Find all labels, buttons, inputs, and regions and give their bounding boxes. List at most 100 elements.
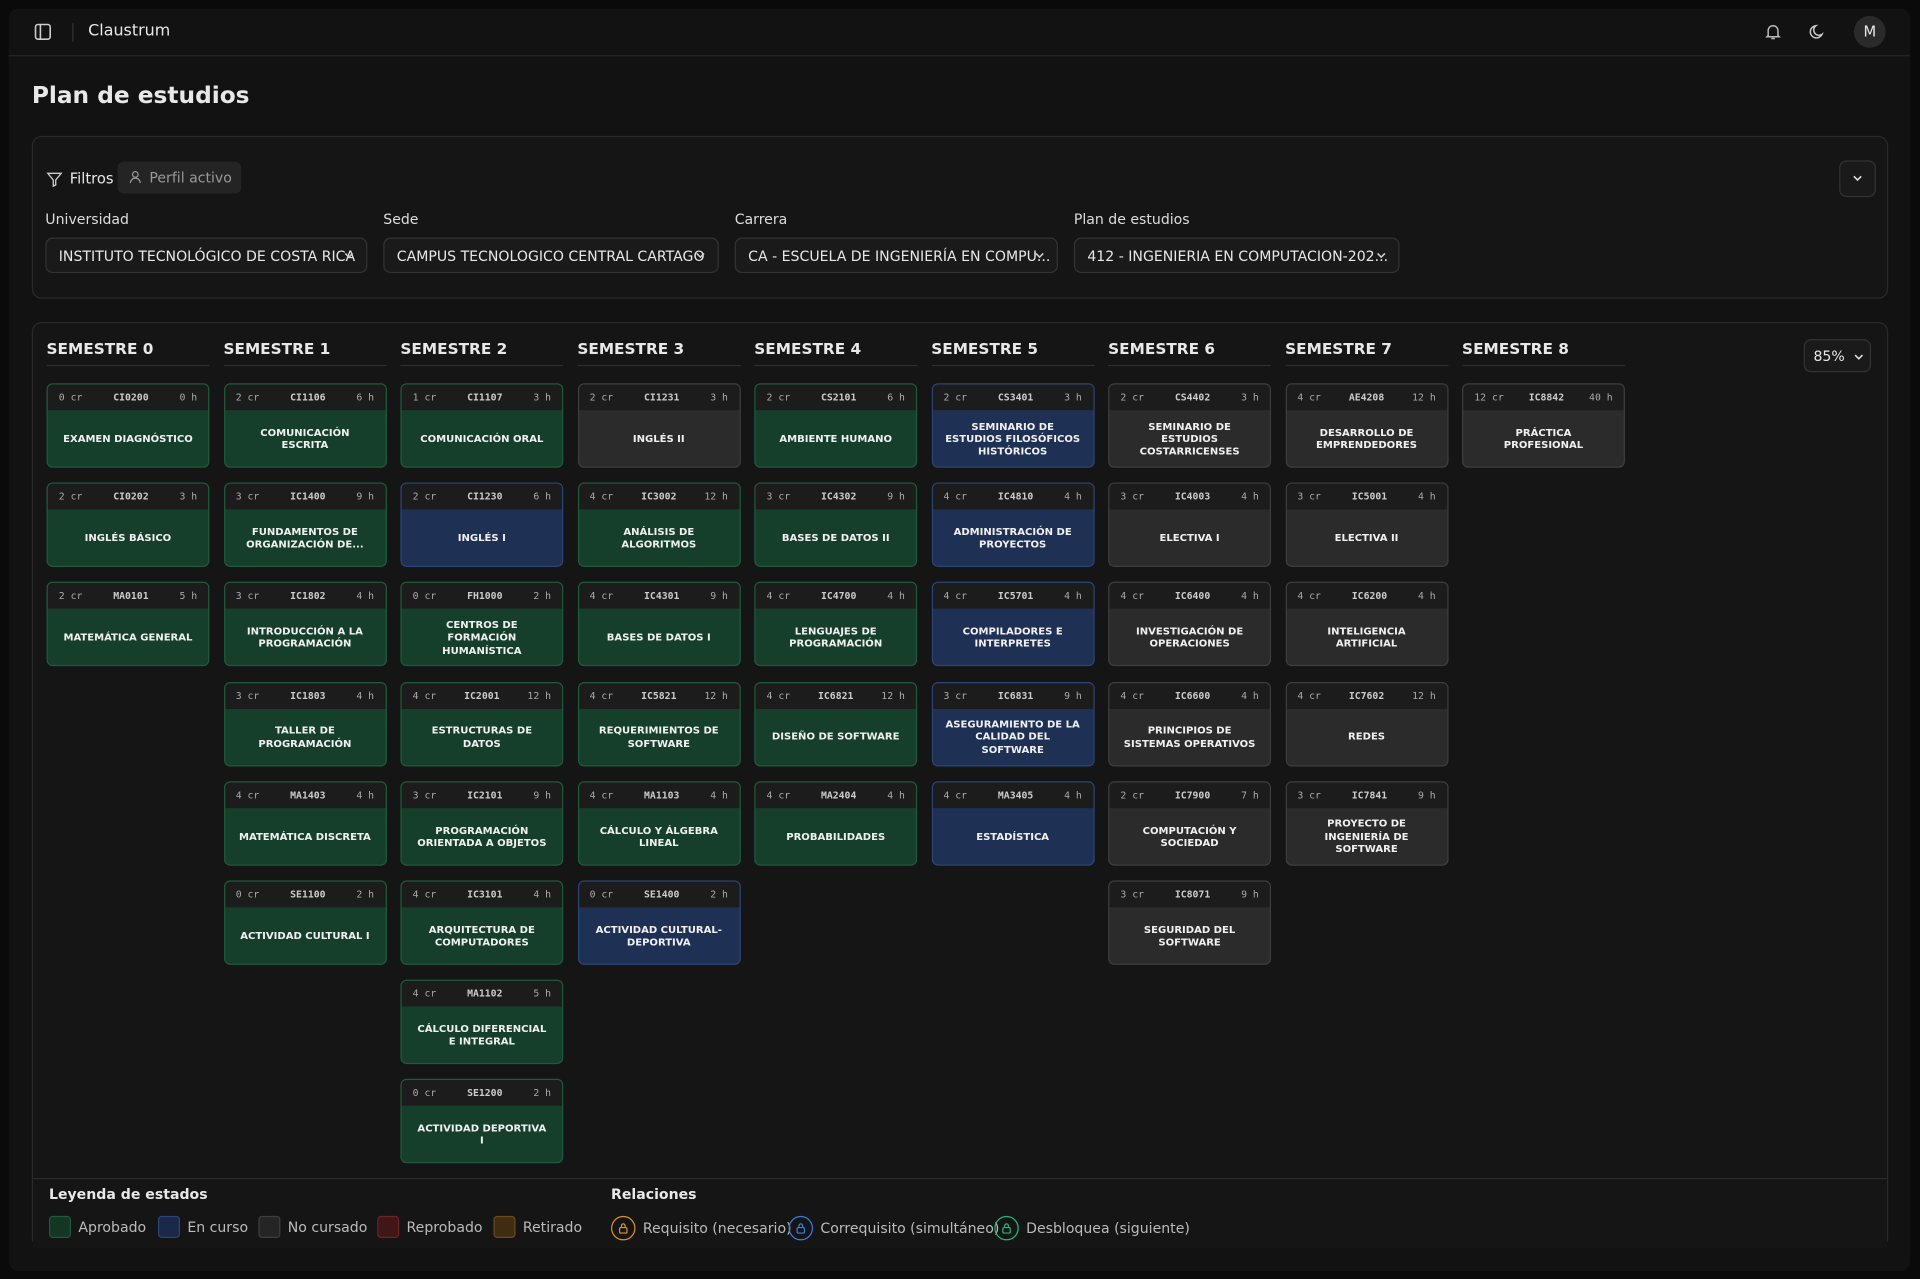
course-code: MA0101	[113, 590, 149, 602]
course-card[interactable]: 3 cr IC4003 4 h ELECTIVA I	[1108, 482, 1272, 568]
app-window: Claustrum M Plan de estudios Filtros Per…	[8, 8, 1911, 1272]
course-card[interactable]: 2 cr MA0101 5 h MATEMÁTICA GENERAL	[46, 582, 210, 667]
course-card[interactable]: 12 cr IC8842 40 h PRÁCTICA PROFESIONAL	[1462, 383, 1625, 468]
zoom-select[interactable]: 85%	[1803, 339, 1872, 373]
course-card[interactable]: 4 cr IC7602 12 h REDES	[1285, 681, 1448, 767]
notifications-button[interactable]	[1764, 23, 1781, 40]
course-meta: 12 cr IC8842 40 h	[1463, 384, 1624, 411]
course-name: REDES	[1348, 730, 1386, 743]
course-credits: 0 cr	[235, 888, 260, 901]
course-hours: 4 h	[1064, 789, 1082, 801]
sidebar-toggle[interactable]	[34, 23, 52, 40]
course-meta: 3 cr IC2101 9 h	[401, 782, 563, 808]
course-card[interactable]: 2 cr CS3401 3 h SEMINARIO DE ESTUDIOS FILOS…	[931, 383, 1095, 468]
theme-toggle[interactable]	[1809, 23, 1826, 40]
course-card[interactable]: 4 cr IC3101 4 h ARQUITECTURA DE COMPUTADORE…	[400, 880, 564, 965]
course-name: FUNDAMENTOS DE ORGANIZACIÓN DE...	[246, 525, 364, 551]
course-card[interactable]: 4 cr MA1102 5 h CÁLCULO DIFERENCIAL E INTEG…	[400, 979, 564, 1065]
course-meta: 2 cr CS3401 3 h	[932, 384, 1093, 411]
filter-value: CAMPUS TECNOLOGICO CENTRAL CARTAGO	[396, 247, 705, 265]
course-hours: 3 h	[533, 391, 552, 403]
course-card[interactable]: 3 cr IC6831 9 h ASEGURAMIENTO DE LA CALIDAD…	[931, 681, 1095, 767]
course-card[interactable]: 2 cr CI1230 6 h INGLÉS I	[400, 482, 564, 568]
course-card[interactable]: 4 cr MA3405 4 h ESTADÍSTICA	[931, 780, 1095, 866]
semester-title: SEMESTRE 0	[46, 339, 210, 367]
course-card[interactable]: 4 cr IC2001 12 h ESTRUCTURAS DE DATOS	[400, 681, 564, 767]
course-card[interactable]: 2 cr CI1106 6 h COMUNICACIÓN ESCRITA	[223, 383, 387, 468]
course-card[interactable]: 4 cr IC5821 12 h REQUERIMIENTOS DE SOFTWARE	[577, 681, 741, 767]
course-name: MATEMÁTICA DISCRETA	[238, 829, 371, 843]
course-card[interactable]: 2 cr CI1231 3 h INGLÉS II	[577, 383, 741, 468]
course-card[interactable]: 4 cr IC6821 12 h DISEÑO DE SOFTWARE	[754, 681, 918, 767]
course-card[interactable]: 0 cr CI0200 0 h EXAMEN DIAGNÓSTICO	[46, 383, 210, 468]
course-credits: 4 cr	[412, 888, 437, 901]
filter-select[interactable]: 412 - INGENIERIA EN COMPUTACION-202...	[1073, 237, 1400, 274]
course-name: CÁLCULO Y ÁLGEBRA LINEAL	[599, 823, 718, 849]
course-hours: 4 h	[1241, 491, 1259, 503]
course-card[interactable]: 3 cr IC4302 9 h BASES DE DATOS II	[754, 482, 918, 568]
course-card[interactable]: 4 cr MA1103 4 h CÁLCULO Y ÁLGEBRA LINEAL	[577, 780, 741, 866]
course-card[interactable]: 4 cr MA2404 4 h PROBABILIDADES	[754, 780, 918, 866]
course-hours: 5 h	[179, 590, 198, 602]
legend-label: Retirado	[522, 1218, 583, 1236]
course-name: PRÁCTICA PROFESIONAL	[1503, 425, 1584, 451]
course-card[interactable]: 3 cr IC1802 4 h INTRODUCCIÓN A LA PROGRAMAC…	[223, 582, 387, 667]
course-card[interactable]: 1 cr CI1107 3 h COMUNICACIÓN ORAL	[400, 383, 564, 468]
course-hours: 2 h	[356, 888, 375, 901]
course-card[interactable]: 4 cr IC3002 12 h ANÁLISIS DE ALGORITMOS	[577, 482, 741, 568]
course-card[interactable]: 3 cr IC2101 9 h PROGRAMACIÓN ORIENTADA A OB…	[400, 780, 564, 866]
course-code: IC5701	[997, 590, 1034, 602]
filter-select[interactable]: CAMPUS TECNOLOGICO CENTRAL CARTAGO	[383, 237, 719, 274]
course-name: COMPUTACIÓN Y SOCIEDAD	[1142, 823, 1237, 849]
course-card[interactable]: 4 cr IC4700 4 h LENGUAJES DE PROGRAMACIÓN	[754, 582, 918, 667]
course-card[interactable]: 3 cr IC1400 9 h FUNDAMENTOS DE ORGANIZACIÓN…	[223, 482, 387, 568]
filter-select[interactable]: INSTITUTO TECNOLÓGICO DE COSTA RICA	[45, 237, 368, 274]
course-card[interactable]: 0 cr SE1100 2 h ACTIVIDAD CULTURAL I	[223, 880, 387, 965]
semester-title: SEMESTRE 8	[1462, 339, 1625, 367]
course-card[interactable]: 3 cr IC7841 9 h PROYECTO DE INGENIERÍA DE S…	[1285, 780, 1448, 866]
course-card[interactable]: 3 cr IC1803 4 h TALLER DE PROGRAMACIÓN	[223, 681, 387, 767]
profile-badge[interactable]: Perfil activo	[117, 161, 242, 194]
legend-label: No cursado	[287, 1218, 368, 1236]
course-card[interactable]: 2 cr IC7900 7 h COMPUTACIÓN Y SOCIEDAD	[1108, 780, 1272, 866]
course-name: SEMINARIO DE ESTUDIOS COSTARRICENSES	[1139, 419, 1240, 457]
course-name: REQUERIMIENTOS DE SOFTWARE	[598, 724, 719, 749]
semester-title: SEMESTRE 3	[577, 339, 741, 367]
course-card[interactable]: 2 cr CS4402 3 h SEMINARIO DE ESTUDIOS COSTA…	[1108, 383, 1272, 468]
collapse-button[interactable]	[1839, 160, 1876, 198]
course-card[interactable]: 4 cr IC6600 4 h PRINCIPIOS DE SISTEMAS OPER…	[1108, 681, 1272, 767]
course-card[interactable]: 4 cr AE4208 12 h DESARROLLO DE EMPRENDEDORE…	[1285, 383, 1448, 468]
course-card[interactable]: 3 cr IC5001 4 h ELECTIVA II	[1285, 482, 1448, 568]
course-meta: 4 cr IC5821 12 h	[578, 682, 739, 709]
course-hours: 2 h	[710, 888, 728, 901]
course-name: COMPILADORES E INTERPRETES	[962, 624, 1063, 650]
course-name: PRINCIPIOS DE SISTEMAS OPERATIVOS	[1123, 724, 1256, 749]
course-code: AE4208	[1348, 391, 1385, 403]
course-card[interactable]: 4 cr MA1403 4 h MATEMÁTICA DISCRETA	[223, 780, 387, 866]
course-credits: 2 cr	[589, 391, 614, 403]
course-card[interactable]: 2 cr CI0202 3 h INGLÉS BÁSICO	[46, 482, 210, 568]
legend-label: Aprobado	[78, 1218, 147, 1236]
course-card[interactable]: 4 cr IC5701 4 h COMPILADORES E INTERPRETES	[931, 582, 1095, 667]
course-card[interactable]: 0 cr SE1200 2 h ACTIVIDAD DEPORTIVA I	[400, 1079, 564, 1164]
filter-select[interactable]: CA - ESCUELA DE INGENIERÍA EN COMPU...	[734, 237, 1058, 274]
course-card[interactable]: 0 cr FH1000 2 h CENTROS DE FORMACIÓN HUMANÍ…	[400, 582, 564, 667]
course-hours: 12 h	[881, 690, 905, 702]
course-credits: 3 cr	[1297, 491, 1321, 503]
course-card[interactable]: 4 cr IC6400 4 h INVESTIGACIÓN DE OPERACIONE…	[1108, 582, 1272, 667]
course-card[interactable]: 3 cr IC8071 9 h SEGURIDAD DEL SOFTWARE	[1108, 880, 1272, 965]
course-meta: 0 cr SE1400 2 h	[578, 881, 739, 908]
course-card[interactable]: 0 cr SE1400 2 h ACTIVIDAD CULTURAL-DEPORTIV…	[577, 880, 741, 965]
course-card[interactable]: 4 cr IC4301 9 h BASES DE DATOS I	[577, 582, 741, 667]
user-avatar[interactable]: M	[1853, 15, 1886, 48]
course-code: IC2101	[467, 789, 503, 801]
course-credits: 4 cr	[943, 491, 968, 503]
course-credits: 2 cr	[235, 391, 260, 403]
course-credits: 4 cr	[589, 789, 614, 801]
course-meta: 3 cr IC4302 9 h	[755, 483, 916, 510]
zoom-value: 85%	[1813, 347, 1845, 365]
course-card[interactable]: 4 cr IC4810 4 h ADMINISTRACIÓN DE PROYECTOS	[931, 482, 1095, 568]
course-card[interactable]: 4 cr IC6200 4 h INTELIGENCIA ARTIFICIAL	[1285, 582, 1448, 667]
course-card[interactable]: 2 cr CS2101 6 h AMBIENTE HUMANO	[754, 383, 918, 468]
